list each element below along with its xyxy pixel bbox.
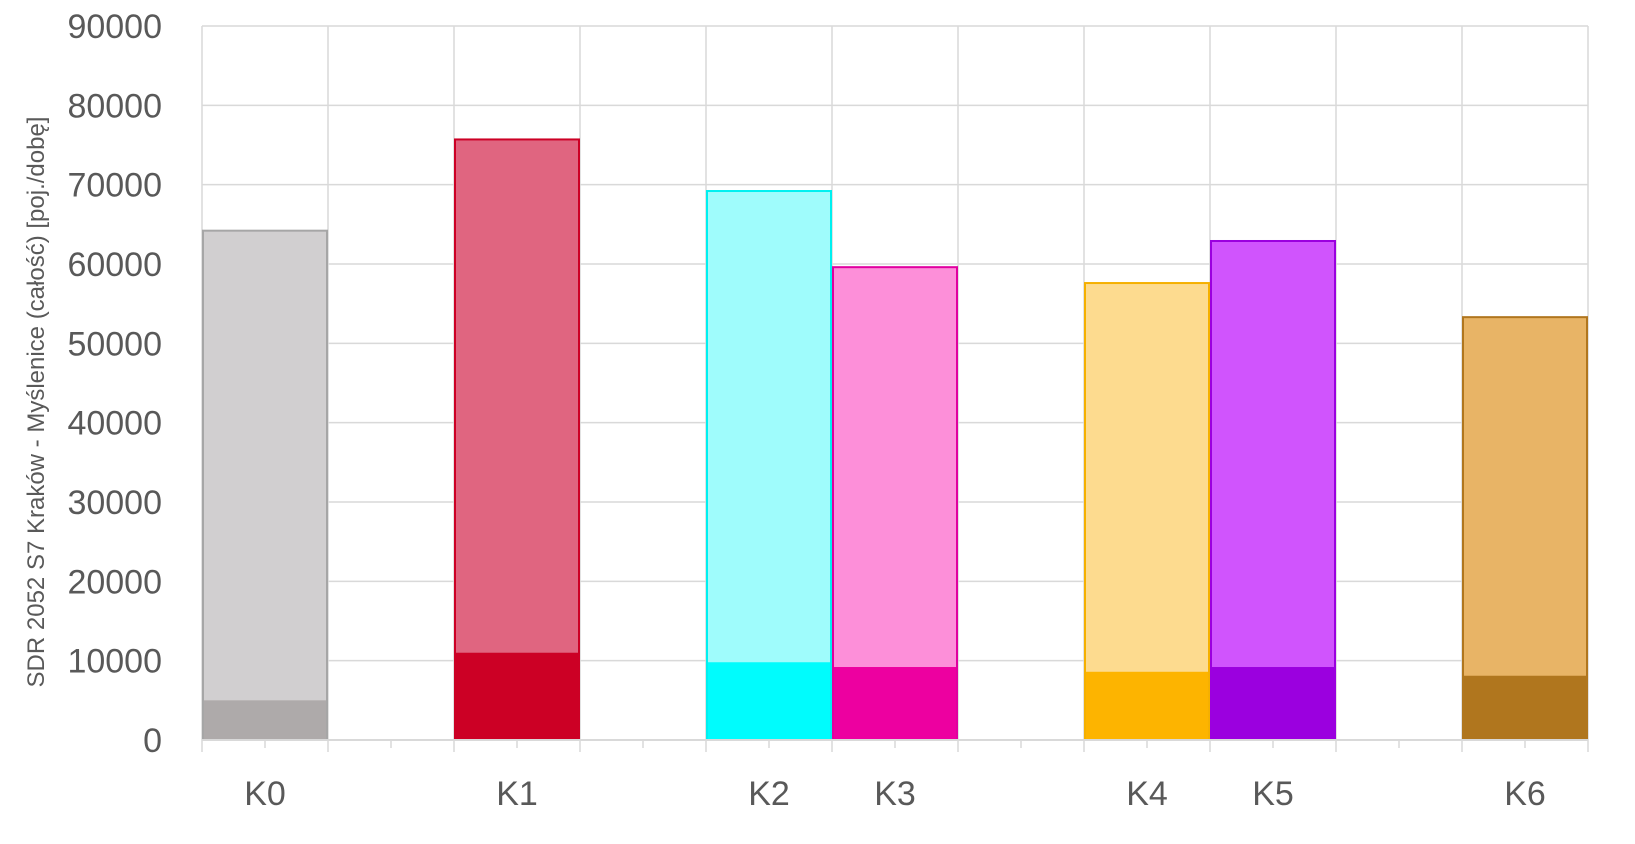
y-tick-label: 30000 <box>67 484 162 522</box>
y-tick-label: 70000 <box>67 167 162 205</box>
bar-base-k1 <box>456 652 578 740</box>
bar-total-k1 <box>454 138 580 742</box>
bar-base-k2 <box>708 662 830 740</box>
y-tick-label: 40000 <box>67 405 162 443</box>
y-tick-label: 10000 <box>67 643 162 681</box>
bar-base-k3 <box>834 667 956 740</box>
x-tick-label: K3 <box>874 775 916 813</box>
bar-total-k2 <box>706 190 832 742</box>
y-tick-label: 0 <box>143 722 162 760</box>
bar-base-k6 <box>1464 675 1586 740</box>
x-tick-label: K1 <box>496 775 538 813</box>
bar-total-k0 <box>202 229 328 741</box>
bar-total-k4 <box>1084 282 1210 741</box>
bar-total-k5 <box>1210 239 1336 741</box>
x-tick-label: K2 <box>748 775 790 813</box>
y-tick-label: 50000 <box>67 325 162 363</box>
y-axis-title: SDR 2052 S7 Kraków - Myślenice (całość) … <box>23 117 50 688</box>
bar-base-k5 <box>1212 667 1334 740</box>
bar-base-k4 <box>1086 671 1208 740</box>
x-tick-label: K6 <box>1504 775 1546 813</box>
x-tick-label: K0 <box>244 775 286 813</box>
y-tick-label: 20000 <box>67 563 162 601</box>
x-tick-label: K4 <box>1126 775 1168 813</box>
bars <box>202 138 1588 742</box>
x-tick-label: K5 <box>1252 775 1294 813</box>
axes: 0 10000 20000 30000 40000 50000 60000 70000 8000… <box>67 8 1589 813</box>
y-tick-label: 90000 <box>67 8 162 46</box>
y-tick-label: 80000 <box>67 87 162 125</box>
y-tick-label: 60000 <box>67 246 162 284</box>
bar-base-k0 <box>204 700 326 740</box>
